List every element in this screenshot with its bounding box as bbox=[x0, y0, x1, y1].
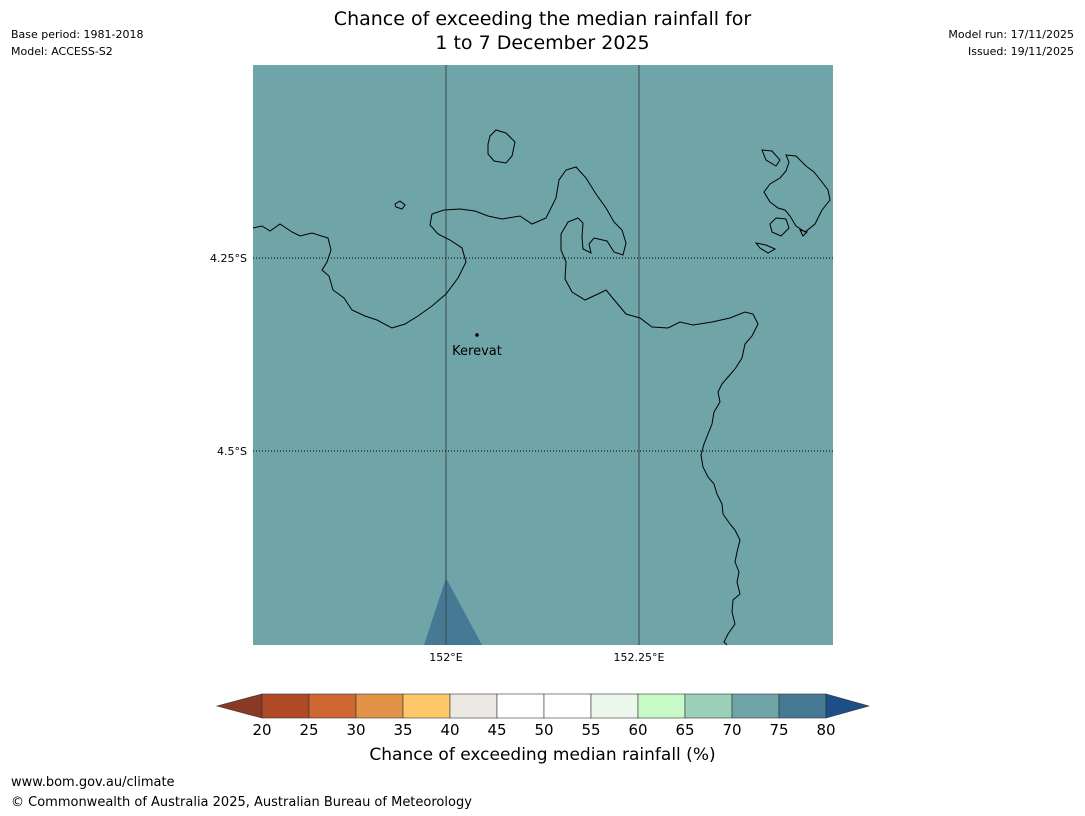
coastline-islet-west bbox=[394, 200, 406, 210]
colorbar-segment-75-80 bbox=[778, 693, 827, 719]
colorbar-segment-45-50 bbox=[496, 693, 545, 719]
model-run-text: Model run: 17/11/2025 bbox=[948, 28, 1074, 41]
colorbar-segment-35-40 bbox=[402, 693, 451, 719]
title-line-1: Chance of exceeding the median rainfall … bbox=[333, 8, 752, 30]
colorbar-tick-75: 75 bbox=[769, 721, 788, 739]
colorbar-segment-65-70 bbox=[684, 693, 733, 719]
colorbar-tick-30: 30 bbox=[346, 721, 365, 739]
colorbar-tick-55: 55 bbox=[581, 721, 600, 739]
coastline bbox=[252, 129, 831, 646]
colorbar-segment-25-30 bbox=[308, 693, 357, 719]
colorbar-over-arrow bbox=[825, 693, 871, 719]
map-title: Chance of exceeding the median rainfall … bbox=[0, 7, 1085, 55]
colorbar-segment-50-55 bbox=[543, 693, 592, 719]
colorbar-under-arrow bbox=[215, 693, 263, 719]
colorbar-tick-40: 40 bbox=[440, 721, 459, 739]
issued-text: Issued: 19/11/2025 bbox=[967, 45, 1074, 58]
colorbar-tick-50: 50 bbox=[534, 721, 553, 739]
lat-label-4-5s: 4.5°S bbox=[217, 445, 247, 458]
colorbar-segment-60-65 bbox=[637, 693, 686, 719]
model-text: Model: ACCESS-S2 bbox=[11, 45, 113, 58]
forecast-map[interactable]: Kerevat 4.25°S 4.5°S 152°E 152.25°E bbox=[0, 0, 1085, 680]
colorbar-tick-20: 20 bbox=[252, 721, 271, 739]
colorbar-label: Chance of exceeding median rainfall (%) bbox=[369, 745, 716, 765]
base-period-text: Base period: 1981-2018 bbox=[11, 28, 144, 41]
footer-copyright: © Commonwealth of Australia 2025, Austra… bbox=[11, 795, 472, 810]
colorbar-segment-40-45 bbox=[449, 693, 498, 719]
lon-label-152e: 152°E bbox=[429, 651, 462, 664]
colorbar-tick-80: 80 bbox=[816, 721, 835, 739]
map-background bbox=[253, 65, 833, 645]
probability-overlay-region bbox=[424, 578, 482, 645]
meta-right: Model run: 17/11/2025 Issued: 19/11/2025 bbox=[948, 26, 1074, 60]
colorbar-tick-70: 70 bbox=[722, 721, 741, 739]
kerevat-marker bbox=[475, 333, 479, 337]
title-line-2: 1 to 7 December 2025 bbox=[435, 32, 650, 54]
coastline-islands-east bbox=[754, 149, 831, 254]
colorbar-segment-55-60 bbox=[590, 693, 639, 719]
colorbar-segment-70-75 bbox=[731, 693, 780, 719]
meta-left: Base period: 1981-2018 Model: ACCESS-S2 bbox=[11, 26, 143, 60]
colorbar-segment-30-35 bbox=[355, 693, 404, 719]
colorbar-tick-65: 65 bbox=[675, 721, 694, 739]
coastline-main bbox=[252, 166, 759, 646]
lat-label-4-25s: 4.25°S bbox=[210, 252, 247, 265]
colorbar-segment-20-25 bbox=[261, 693, 310, 719]
colorbar-tick-35: 35 bbox=[393, 721, 412, 739]
coastline-island-north bbox=[487, 129, 516, 164]
kerevat-label: Kerevat bbox=[452, 344, 502, 359]
colorbar-tick-45: 45 bbox=[487, 721, 506, 739]
footer-url: www.bom.gov.au/climate bbox=[11, 775, 175, 790]
colorbar-tick-60: 60 bbox=[628, 721, 647, 739]
lon-label-152-25e: 152.25°E bbox=[614, 651, 665, 664]
colorbar-tick-25: 25 bbox=[299, 721, 318, 739]
